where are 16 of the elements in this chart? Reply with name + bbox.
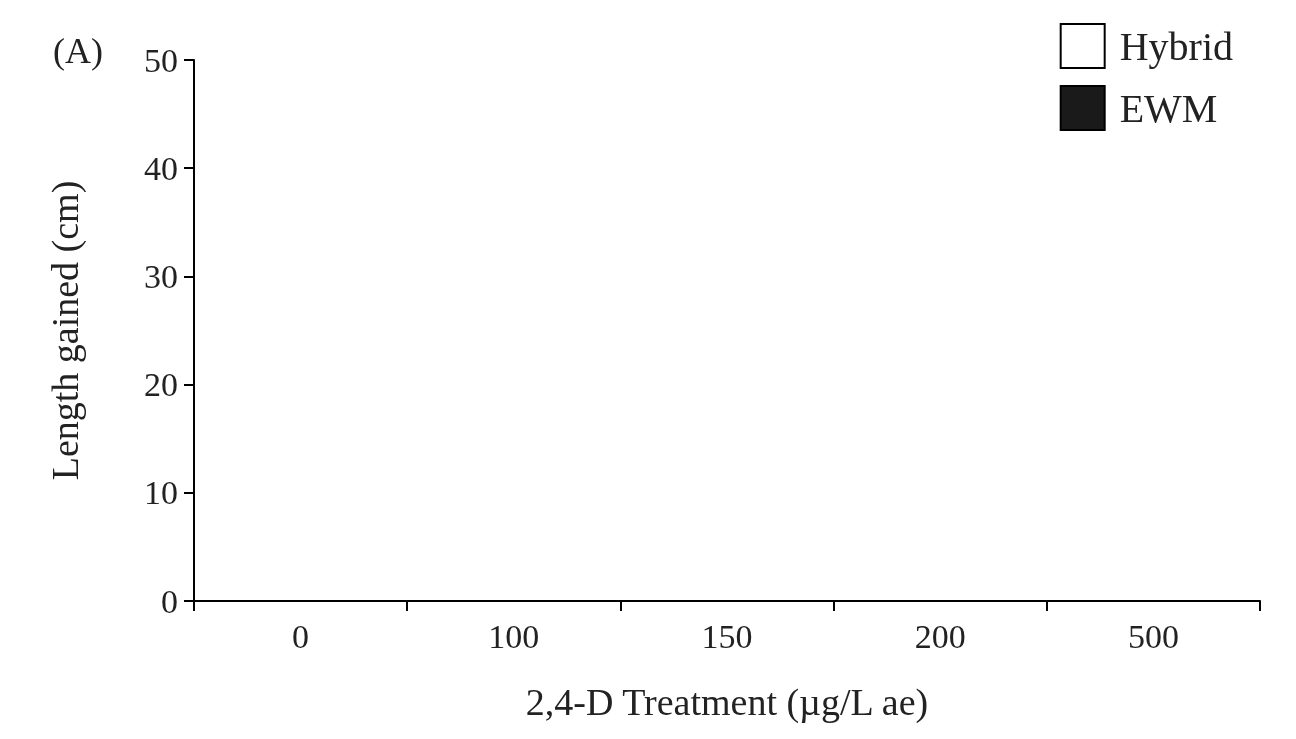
y-tick-label: 20 [144,366,178,404]
y-tick-label: 50 [144,41,178,79]
x-tick-label: 500 [1127,617,1179,655]
x-tick-label: 0 [292,617,310,655]
legend-label: EWM [1119,85,1218,131]
y-tick-label: 40 [144,149,178,187]
legend-label: Hybrid [1119,23,1234,69]
y-tick-label: 0 [161,582,178,620]
y-tick-label: 10 [144,474,178,512]
x-axis-title: 2,4-D Treatment (µg/L ae) [525,681,929,724]
y-tick-label: 30 [144,257,178,295]
chart-title: (A) [53,31,103,71]
x-tick-label: 100 [488,617,540,655]
y-axis-title: Length gained (cm) [44,180,87,481]
x-tick-label: 200 [914,617,966,655]
x-tick-label: 150 [701,617,753,655]
